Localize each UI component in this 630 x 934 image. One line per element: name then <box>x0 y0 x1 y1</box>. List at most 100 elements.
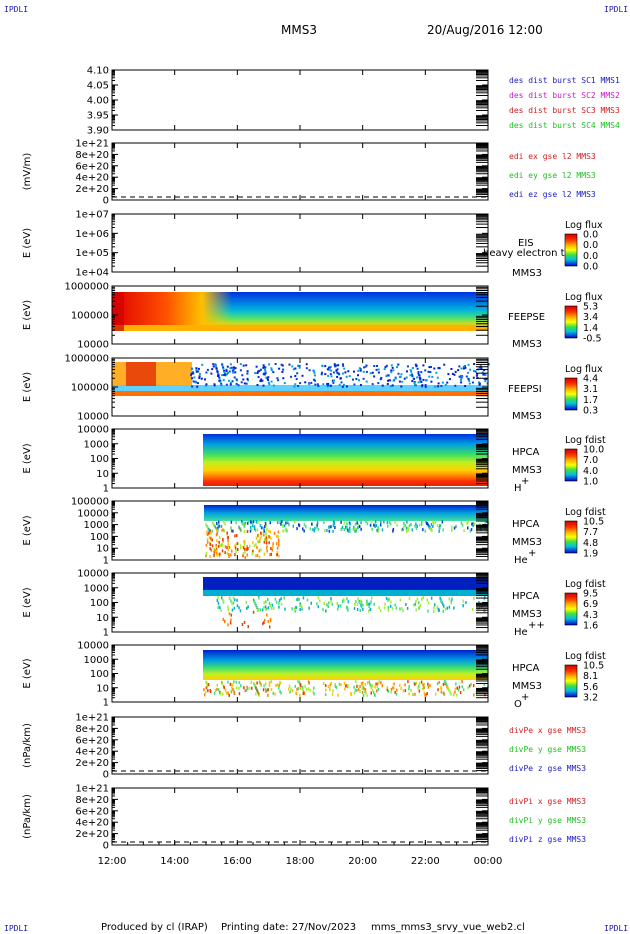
spectrogram-pixel <box>470 528 473 532</box>
spectrogram-pixel <box>273 531 276 535</box>
spectrogram-pixel <box>322 608 324 612</box>
spectrogram-pixel <box>227 544 230 548</box>
spectrogram-pixel <box>356 607 359 611</box>
spectrogram-pixel <box>234 546 237 550</box>
panel-p3: 1000000 100000 10000 E (eV) FEEPSE MMS3 Log fl… <box>22 282 603 351</box>
legend-entry: des dist burst SC4 MMS4 <box>509 121 620 130</box>
spectrogram-pixel <box>359 609 361 612</box>
spectrogram-pixel <box>287 687 290 691</box>
spectrogram-pixel <box>414 383 416 386</box>
y-tick-label: 1000000 <box>64 354 109 365</box>
spectrogram-pixel <box>379 523 382 527</box>
spectrogram-pixel <box>338 383 341 386</box>
spectrogram-pixel <box>392 686 394 690</box>
spectrogram-pixel <box>448 597 450 601</box>
spectrogram-pixel <box>426 522 428 526</box>
spectrogram-pixel <box>289 690 291 694</box>
spectrogram-pixel <box>440 384 443 387</box>
spectrogram-pixel <box>468 379 471 382</box>
spectrogram-pixel <box>392 529 394 533</box>
spectrogram-pixel <box>376 689 378 693</box>
spectrogram-pixel <box>247 547 249 550</box>
spectrogram-pixel <box>339 604 342 608</box>
spectrogram-pixel <box>323 521 325 525</box>
spectrogram-pixel <box>264 521 267 525</box>
spectrogram-pixel <box>415 365 418 368</box>
spectrogram-pixel <box>265 538 268 542</box>
spectrogram-pixel <box>232 368 235 371</box>
y-tick-label: 10000 <box>77 508 109 519</box>
spectrogram-pixel <box>277 379 280 382</box>
hpca-he-plusplus-spectrogram <box>203 577 488 629</box>
spectrogram-pixel <box>261 608 264 612</box>
y-tick-label: 10000 <box>77 412 109 423</box>
spectrogram-pixel <box>321 364 324 367</box>
spectrogram-pixel <box>360 600 363 604</box>
spectrogram-pixel <box>334 682 336 686</box>
spectrogram-pixel <box>462 365 465 368</box>
spectrogram-pixel <box>389 604 392 608</box>
spectrogram-pixel <box>278 683 280 687</box>
spectrogram-pixel <box>297 364 300 367</box>
colorbar <box>564 305 578 339</box>
spectrogram-pixel <box>472 370 475 372</box>
spacecraft-label: MMS3 <box>512 465 542 476</box>
spectrogram-pixel <box>411 528 414 532</box>
spectrogram-pixel <box>270 546 272 550</box>
spectrogram-pixel <box>195 367 198 370</box>
spectrogram-pixel <box>278 605 280 609</box>
y-axis-label: E (eV) <box>22 372 33 402</box>
spectrogram-pixel <box>217 523 219 527</box>
y-tick-label: 10 <box>96 469 109 480</box>
spectrogram-pixel <box>293 385 296 388</box>
spectrogram-pixel <box>230 526 232 530</box>
spectrogram-pixel <box>192 380 195 383</box>
spectrogram-pixel <box>392 527 395 531</box>
spectrogram-pixel <box>369 523 372 527</box>
spectrogram-pixel <box>435 692 437 696</box>
spectrogram-pixel <box>336 607 339 611</box>
spectrogram-pixel <box>229 597 231 600</box>
spectrogram-pixel <box>234 534 236 538</box>
spectrogram-pixel <box>347 684 349 688</box>
spectrogram-pixel <box>221 596 223 600</box>
spectrogram-pixel <box>329 683 332 687</box>
spectrogram-pixel <box>206 368 209 371</box>
spectrogram-pixel <box>228 612 231 616</box>
spectrogram-pixel <box>342 364 345 367</box>
spectrogram-pixel <box>263 372 266 375</box>
spectrogram-pixel <box>244 550 246 554</box>
spectrogram-pixel <box>211 521 214 525</box>
colorbar-tick-label: 5.6 <box>583 682 598 693</box>
spectrogram-pixel <box>436 524 439 527</box>
spectrogram-pixel <box>366 600 368 603</box>
spectrogram-pixel <box>344 371 347 374</box>
spectrogram-pixel <box>432 525 434 528</box>
spectrogram-pixel <box>219 380 222 383</box>
spectrogram-pixel <box>469 529 472 533</box>
spectrogram-pixel <box>454 687 457 691</box>
spectrogram-pixel <box>256 372 259 374</box>
spectrogram-pixel <box>298 364 301 367</box>
spectrogram-pixel <box>206 685 209 689</box>
spectrogram-pixel <box>379 378 382 381</box>
spectrogram-pixel <box>392 379 395 382</box>
spectrogram-pixel <box>408 684 410 688</box>
colorbar-tick-label: 3.2 <box>583 693 598 704</box>
spectrogram-pixel <box>267 693 269 697</box>
spectrogram-pixel <box>252 549 254 553</box>
spectrogram-pixel <box>222 617 224 621</box>
spectrogram-pixel <box>237 548 239 551</box>
spectrogram-pixel <box>282 529 284 533</box>
spectrogram-pixel <box>371 684 373 688</box>
spectrogram-pixel <box>462 599 465 603</box>
spectrogram-pixel <box>460 381 463 384</box>
spectrogram-pixel <box>234 367 237 370</box>
spectrogram-pixel <box>314 526 316 530</box>
spectrogram-pixel <box>369 602 371 606</box>
spectrogram-pixel <box>231 683 234 687</box>
y-tick-label: 8e+20 <box>75 150 109 161</box>
colorbar-tick-label: 0.0 <box>583 251 598 262</box>
spectrogram-pixel <box>347 600 350 604</box>
spectrogram-pixel <box>250 526 252 529</box>
